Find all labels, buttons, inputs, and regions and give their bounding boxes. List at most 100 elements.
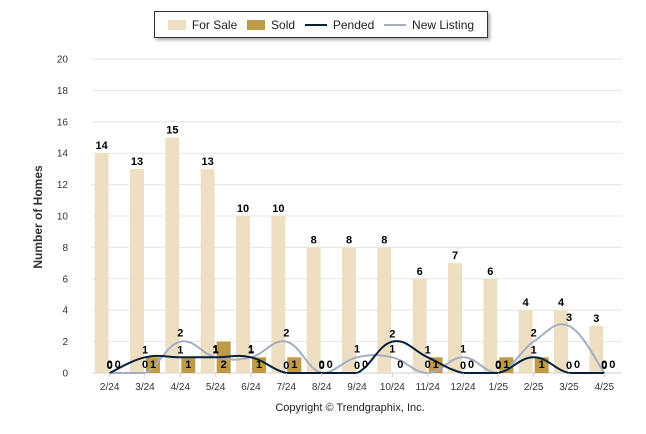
label-sold: 1 bbox=[291, 359, 297, 371]
legend-item-sold: Sold bbox=[247, 18, 295, 32]
for-sale-swatch bbox=[167, 19, 186, 30]
bar-for-sale bbox=[200, 168, 215, 373]
label-for-sale: 6 bbox=[487, 266, 493, 278]
x-tick-label: 2/24 bbox=[100, 382, 120, 393]
label-for-sale: 3 bbox=[593, 313, 599, 325]
legend-item-pended: Pended bbox=[304, 17, 375, 32]
label-new-listing: 0 bbox=[319, 359, 325, 371]
y-axis-ticks: 0 2 4 6 8 10 12 14 16 18 20 bbox=[57, 55, 69, 380]
y-tick-label: 4 bbox=[62, 306, 68, 317]
bar-sold bbox=[287, 357, 302, 373]
bar-for-sale bbox=[271, 216, 286, 373]
y-tick-label: 0 bbox=[62, 369, 68, 380]
label-for-sale: 10 bbox=[237, 203, 249, 215]
label-pended: 1 bbox=[213, 344, 219, 356]
x-tick-label: 5/24 bbox=[206, 382, 226, 393]
bars bbox=[94, 137, 604, 373]
label-pended: 1 bbox=[177, 344, 183, 356]
x-tick-label: 3/24 bbox=[135, 382, 155, 393]
label-sold: 1 bbox=[433, 359, 439, 371]
line-new-listing bbox=[109, 323, 606, 375]
new-listing-swatch bbox=[384, 23, 407, 26]
label-new-listing: 1 bbox=[389, 343, 395, 355]
label-pended: 1 bbox=[248, 344, 254, 356]
label-for-sale: 13 bbox=[131, 156, 143, 168]
label-pended: 0 bbox=[107, 360, 113, 372]
x-axis-ticks: 2/24 3/24 4/24 5/24 6/24 7/24 8/24 9/24 10/24 11/… bbox=[100, 373, 615, 393]
label-sold: 0 bbox=[397, 359, 403, 371]
label-new-listing: 1 bbox=[460, 343, 466, 355]
x-tick-label: 3/25 bbox=[559, 382, 579, 393]
label-sold: 0 bbox=[362, 359, 368, 371]
label-pended: 1 bbox=[425, 344, 431, 356]
bar-for-sale bbox=[94, 153, 109, 373]
label-sold: 0 bbox=[609, 359, 615, 371]
label-pended: 1 bbox=[142, 344, 148, 356]
label-for-sale: 8 bbox=[311, 234, 317, 246]
label-new-listing: 2 bbox=[177, 328, 183, 340]
label-for-sale: 4 bbox=[523, 297, 530, 309]
legend-item-new-listing: New Listing bbox=[384, 18, 474, 32]
label-for-sale: 6 bbox=[417, 266, 423, 278]
label-pended: 2 bbox=[389, 329, 395, 341]
label-sold: 1 bbox=[185, 359, 191, 371]
x-tick-label: 7/24 bbox=[277, 382, 297, 393]
label-pended: 0 bbox=[283, 360, 289, 372]
label-new-listing: 3 bbox=[566, 312, 572, 324]
y-tick-label: 12 bbox=[57, 180, 69, 191]
x-tick-label: 11/24 bbox=[416, 382, 441, 393]
legend-label-for-sale: For Sale bbox=[191, 17, 238, 32]
label-sold: 0 bbox=[574, 359, 580, 371]
label-pended: 0 bbox=[460, 360, 466, 372]
label-sold: 1 bbox=[503, 359, 509, 371]
label-sold: 1 bbox=[150, 359, 156, 371]
bar-for-sale bbox=[483, 278, 498, 373]
x-tick-label: 1/25 bbox=[489, 382, 509, 393]
legend-label-sold: Sold bbox=[271, 17, 296, 32]
label-pended: 0 bbox=[495, 360, 501, 372]
label-new-listing: 0 bbox=[107, 359, 113, 371]
label-new-listing: 0 bbox=[425, 359, 431, 371]
x-tick-label: 9/24 bbox=[347, 382, 367, 393]
x-tick-label: 8/24 bbox=[312, 382, 332, 393]
label-new-listing: 2 bbox=[531, 328, 537, 340]
label-for-sale: 4 bbox=[558, 297, 565, 309]
legend-item-for-sale: For Sale bbox=[167, 17, 238, 32]
label-pended: 0 bbox=[601, 360, 607, 372]
y-axis-label: Number of Homes bbox=[31, 165, 45, 269]
y-tick-label: 10 bbox=[57, 212, 69, 223]
label-sold: 0 bbox=[115, 359, 121, 371]
label-pended: 0 bbox=[354, 360, 360, 372]
legend-label-new-listing: New Listing bbox=[412, 17, 475, 32]
x-tick-label: 10/24 bbox=[380, 382, 405, 393]
bar-for-sale bbox=[165, 137, 180, 373]
legend-label-pended: Pended bbox=[332, 17, 375, 32]
label-for-sale: 14 bbox=[96, 140, 109, 152]
label-sold: 0 bbox=[468, 359, 474, 371]
label-new-listing: 1 bbox=[354, 343, 360, 355]
label-for-sale: 8 bbox=[381, 234, 387, 246]
label-for-sale: 8 bbox=[346, 234, 352, 246]
y-tick-label: 16 bbox=[57, 117, 69, 128]
y-tick-label: 6 bbox=[62, 274, 68, 285]
x-tick-label: 4/25 bbox=[595, 382, 615, 393]
label-pended: 1 bbox=[531, 344, 537, 356]
y-tick-label: 14 bbox=[57, 149, 69, 160]
bar-for-sale bbox=[377, 247, 392, 373]
label-new-listing: 1 bbox=[213, 343, 219, 355]
x-tick-label: 6/24 bbox=[241, 382, 261, 393]
bar-for-sale bbox=[342, 247, 356, 373]
x-tick-label: 12/24 bbox=[450, 382, 475, 393]
label-new-listing: 0 bbox=[142, 359, 148, 371]
label-new-listing: 1 bbox=[248, 343, 254, 355]
label-new-listing: 0 bbox=[601, 359, 607, 371]
y-tick-label: 18 bbox=[57, 86, 69, 97]
label-sold: 0 bbox=[327, 359, 333, 371]
bar-for-sale bbox=[236, 216, 250, 373]
bar-for-sale bbox=[448, 263, 462, 373]
y-tick-label: 8 bbox=[62, 243, 68, 254]
bar-sold bbox=[181, 357, 196, 373]
sold-swatch bbox=[247, 19, 266, 30]
bar-for-sale bbox=[518, 310, 533, 373]
